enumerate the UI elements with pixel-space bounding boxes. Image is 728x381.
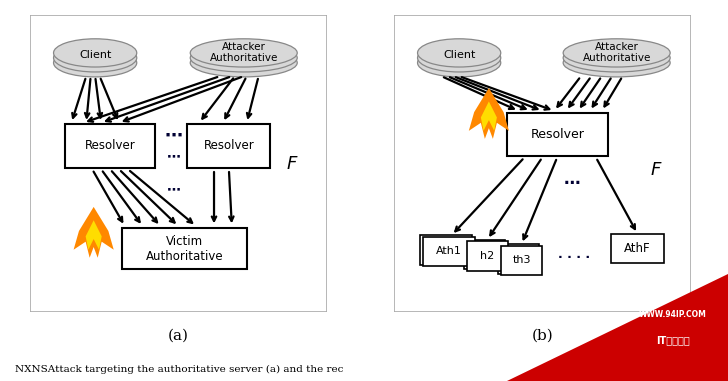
Bar [187, 124, 271, 168]
Bar [498, 244, 539, 274]
Bar [507, 112, 608, 156]
Text: F: F [286, 155, 296, 173]
Text: NXNSAttack targeting the authoritative server (a) and the rec: NXNSAttack targeting the authoritative s… [15, 365, 343, 374]
Bar [420, 235, 472, 265]
Bar [611, 234, 664, 263]
Polygon shape [507, 274, 728, 381]
Ellipse shape [190, 39, 297, 67]
Ellipse shape [54, 39, 137, 67]
Text: h2: h2 [480, 251, 494, 261]
Text: th3: th3 [513, 255, 531, 266]
Ellipse shape [563, 49, 670, 77]
Bar [464, 240, 505, 269]
Text: (b): (b) [531, 328, 553, 342]
Text: Victim
Authoritative: Victim Authoritative [146, 235, 223, 263]
Ellipse shape [418, 49, 501, 77]
Text: ⋯: ⋯ [167, 149, 181, 163]
Text: Attacker
Authoritative: Attacker Authoritative [210, 42, 278, 63]
Ellipse shape [190, 44, 297, 72]
Polygon shape [469, 88, 509, 139]
Polygon shape [86, 220, 102, 250]
Text: ⋯: ⋯ [563, 174, 580, 192]
FancyBboxPatch shape [30, 15, 327, 312]
Ellipse shape [54, 49, 137, 77]
Bar [66, 124, 154, 168]
Text: . . . .: . . . . [558, 248, 590, 261]
Bar [423, 237, 475, 266]
Ellipse shape [54, 44, 137, 72]
Text: (a): (a) [168, 328, 189, 342]
Text: IT运维空间: IT运维空间 [656, 335, 689, 346]
Text: ⋯: ⋯ [167, 182, 181, 196]
Ellipse shape [418, 39, 501, 67]
Bar [467, 241, 508, 271]
Text: F: F [650, 161, 660, 179]
Polygon shape [74, 207, 114, 258]
Text: Client: Client [443, 50, 475, 60]
FancyBboxPatch shape [394, 15, 691, 312]
Text: WWW.94IP.COM: WWW.94IP.COM [638, 311, 707, 319]
Text: Attacker
Authoritative: Attacker Authoritative [582, 42, 651, 63]
Text: AthF: AthF [624, 242, 651, 255]
Polygon shape [480, 101, 497, 131]
Bar [501, 246, 542, 275]
Bar [122, 228, 247, 269]
Text: Ath1: Ath1 [436, 247, 462, 256]
Text: ⋯: ⋯ [165, 126, 183, 145]
Ellipse shape [418, 44, 501, 72]
Text: Resolver: Resolver [204, 139, 254, 152]
Text: Client: Client [79, 50, 111, 60]
Ellipse shape [190, 49, 297, 77]
Text: Resolver: Resolver [84, 139, 135, 152]
Text: Resolver: Resolver [530, 128, 584, 141]
Ellipse shape [563, 39, 670, 67]
Ellipse shape [563, 44, 670, 72]
